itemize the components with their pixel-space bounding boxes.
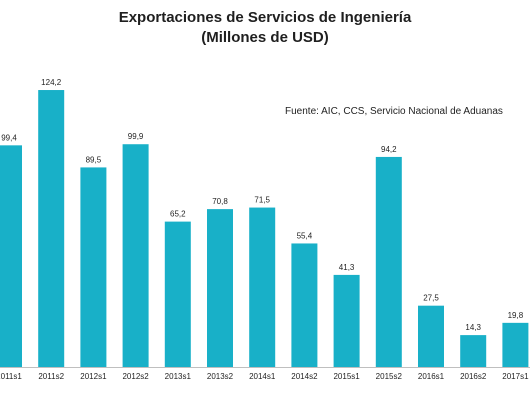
bar-2014s2	[291, 243, 318, 367]
tick-label-2011s2: 2011s2	[38, 372, 64, 381]
chart-subtitle: (Millones de USD)	[201, 29, 329, 46]
value-label-2016s2: 14,3	[465, 323, 481, 332]
tick-label-2017s1: 2017s1	[502, 372, 529, 381]
tick-label-2011s1: 2011s1	[0, 372, 22, 381]
bar-2011s2	[38, 90, 65, 367]
tick-label-2014s2: 2014s2	[291, 372, 318, 381]
bars-group	[0, 90, 529, 367]
chart-source: Fuente: AIC, CCS, Servicio Nacional de A…	[285, 106, 503, 117]
tick-label-2013s1: 2013s1	[165, 372, 192, 381]
tick-labels-group: 2011s1 2011s2 2012s1 2012s2 2013s1 2013s2 2014…	[0, 372, 529, 381]
chart-title: Exportaciones de Servicios de Ingeniería	[119, 9, 412, 26]
value-label-2011s1: 99,4	[1, 133, 17, 142]
value-label-2016s1: 27,5	[423, 294, 439, 303]
bar-2017s1	[502, 322, 529, 367]
bar-2011s1	[0, 145, 22, 367]
value-label-2014s1: 71,5	[254, 196, 270, 205]
bar-2015s1	[333, 274, 360, 367]
value-labels-group: 99,4 124,2 89,5 99,9 65,2 70,8 71,5 55,4 41,3 94,…	[1, 78, 524, 332]
bar-2012s2	[122, 144, 149, 367]
value-label-2014s2: 55,4	[297, 231, 313, 240]
bar-2015s2	[375, 156, 402, 367]
bar-2013s2	[207, 209, 233, 367]
tick-label-2012s2: 2012s2	[122, 372, 149, 381]
tick-label-2013s2: 2013s2	[207, 372, 234, 381]
value-label-2013s2: 70,8	[212, 197, 228, 206]
tick-label-2015s1: 2015s1	[333, 372, 360, 381]
bar-2016s1	[418, 305, 444, 367]
value-label-2015s1: 41,3	[339, 263, 355, 272]
tick-label-2015s2: 2015s2	[376, 372, 403, 381]
bar-2013s1	[164, 221, 191, 367]
value-label-2017s1: 19,8	[508, 311, 524, 320]
tick-label-2016s2: 2016s2	[460, 372, 487, 381]
bar-2014s1	[249, 207, 276, 367]
value-label-2012s1: 89,5	[86, 155, 102, 164]
value-label-2015s2: 94,2	[381, 145, 397, 154]
tick-label-2014s1: 2014s1	[249, 372, 276, 381]
value-label-2013s1: 65,2	[170, 210, 186, 219]
bar-2012s1	[80, 167, 107, 367]
tick-label-2012s1: 2012s1	[80, 372, 107, 381]
tick-label-2016s1: 2016s1	[418, 372, 445, 381]
bar-2016s2	[460, 335, 487, 367]
value-label-2012s2: 99,9	[128, 132, 144, 141]
value-label-2011s2: 124,2	[41, 78, 62, 87]
